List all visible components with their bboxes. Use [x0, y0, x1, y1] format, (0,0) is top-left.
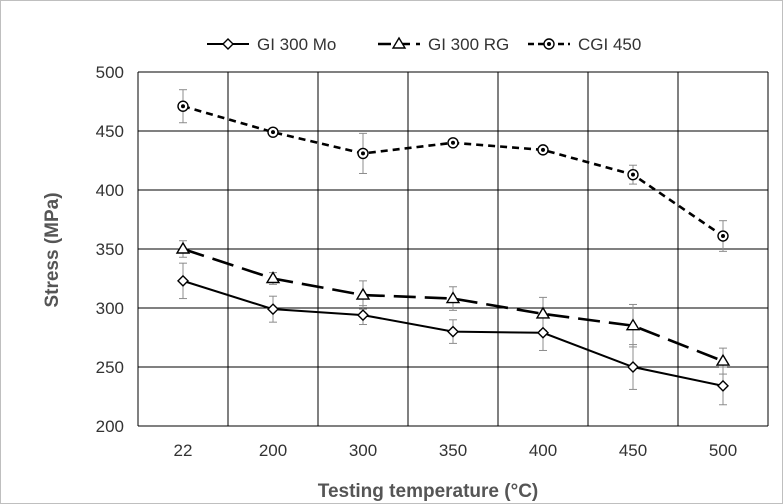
point-cgi-450-200: [267, 126, 279, 138]
point-cgi-450-450-dot: [631, 172, 635, 177]
legend-marker-gi-300-mo: [222, 38, 234, 50]
point-cgi-450-300-dot: [361, 151, 365, 156]
x-tick-label-22: 22: [174, 441, 193, 460]
point-cgi-450-400-dot: [541, 147, 545, 152]
point-gi-300-rg-400: [535, 306, 551, 319]
y-tick-label-300: 300: [96, 299, 124, 318]
y-tick-label-450: 450: [96, 122, 124, 141]
x-tick-label-450: 450: [619, 441, 647, 460]
point-cgi-450-350: [447, 137, 459, 149]
point-gi-300-rg-300: [355, 287, 371, 300]
point-gi-300-mo-400: [537, 326, 549, 339]
legend-item-gi-300-rg: GI 300 RG: [378, 35, 509, 54]
series-markers: [175, 100, 731, 392]
point-gi-300-rg-450: [625, 318, 641, 331]
point-cgi-450-22-dot: [181, 104, 185, 109]
point-cgi-450-500-dot: [721, 234, 725, 239]
point-gi-300-mo-500: [717, 379, 729, 392]
point-gi-300-mo-350: [447, 325, 459, 338]
x-tick-label-350: 350: [439, 441, 467, 460]
legend-marker-cgi-450: [543, 38, 555, 50]
legend-label-gi-300-rg: GI 300 RG: [428, 35, 509, 54]
point-cgi-450-22: [177, 100, 189, 112]
point-cgi-450-400: [537, 144, 549, 156]
legend-item-gi-300-mo: GI 300 Mo: [207, 35, 336, 54]
legend-marker-cgi-450-dot: [547, 42, 551, 46]
point-cgi-450-200-dot: [271, 130, 275, 135]
y-tick-label-200: 200: [96, 417, 124, 436]
legend-label-cgi-450: CGI 450: [578, 35, 641, 54]
point-cgi-450-450: [627, 168, 639, 181]
y-tick-label-350: 350: [96, 240, 124, 259]
x-tick-label-500: 500: [709, 441, 737, 460]
x-axis-title: Testing temperature (°C): [318, 481, 539, 502]
point-gi-300-rg-22: [175, 241, 191, 254]
legend-marker-gi-300-rg: [391, 36, 407, 49]
point-cgi-450-500: [717, 230, 729, 242]
point-gi-300-rg-200: [265, 271, 281, 284]
y-axis-tick-labels: 200 250 300 350 400 450 500: [96, 63, 124, 436]
x-tick-label-400: 400: [529, 441, 557, 460]
grid-lines: [137, 71, 769, 427]
x-axis-tick-labels: 22 200 300 350 400 450 500: [174, 441, 738, 460]
point-gi-300-mo-200: [267, 303, 279, 316]
point-cgi-450-300: [357, 147, 369, 160]
point-gi-300-rg-500: [715, 353, 731, 366]
x-tick-label-200: 200: [259, 441, 287, 460]
point-gi-300-rg-350: [445, 291, 461, 304]
point-gi-300-mo-22: [177, 274, 189, 287]
legend-label-gi-300-mo: GI 300 Mo: [257, 35, 336, 54]
legend: GI 300 Mo GI 300 RG CGI 450: [207, 35, 641, 54]
y-tick-label-500: 500: [96, 63, 124, 82]
point-gi-300-mo-300: [357, 309, 369, 322]
point-gi-300-mo-450: [627, 361, 639, 373]
y-axis-title: Stress (MPa): [42, 192, 63, 307]
y-tick-label-400: 400: [96, 181, 124, 200]
legend-item-cgi-450: CGI 450: [528, 35, 641, 54]
y-tick-label-250: 250: [96, 358, 124, 377]
point-cgi-450-350-dot: [451, 140, 455, 145]
x-tick-label-300: 300: [349, 441, 377, 460]
